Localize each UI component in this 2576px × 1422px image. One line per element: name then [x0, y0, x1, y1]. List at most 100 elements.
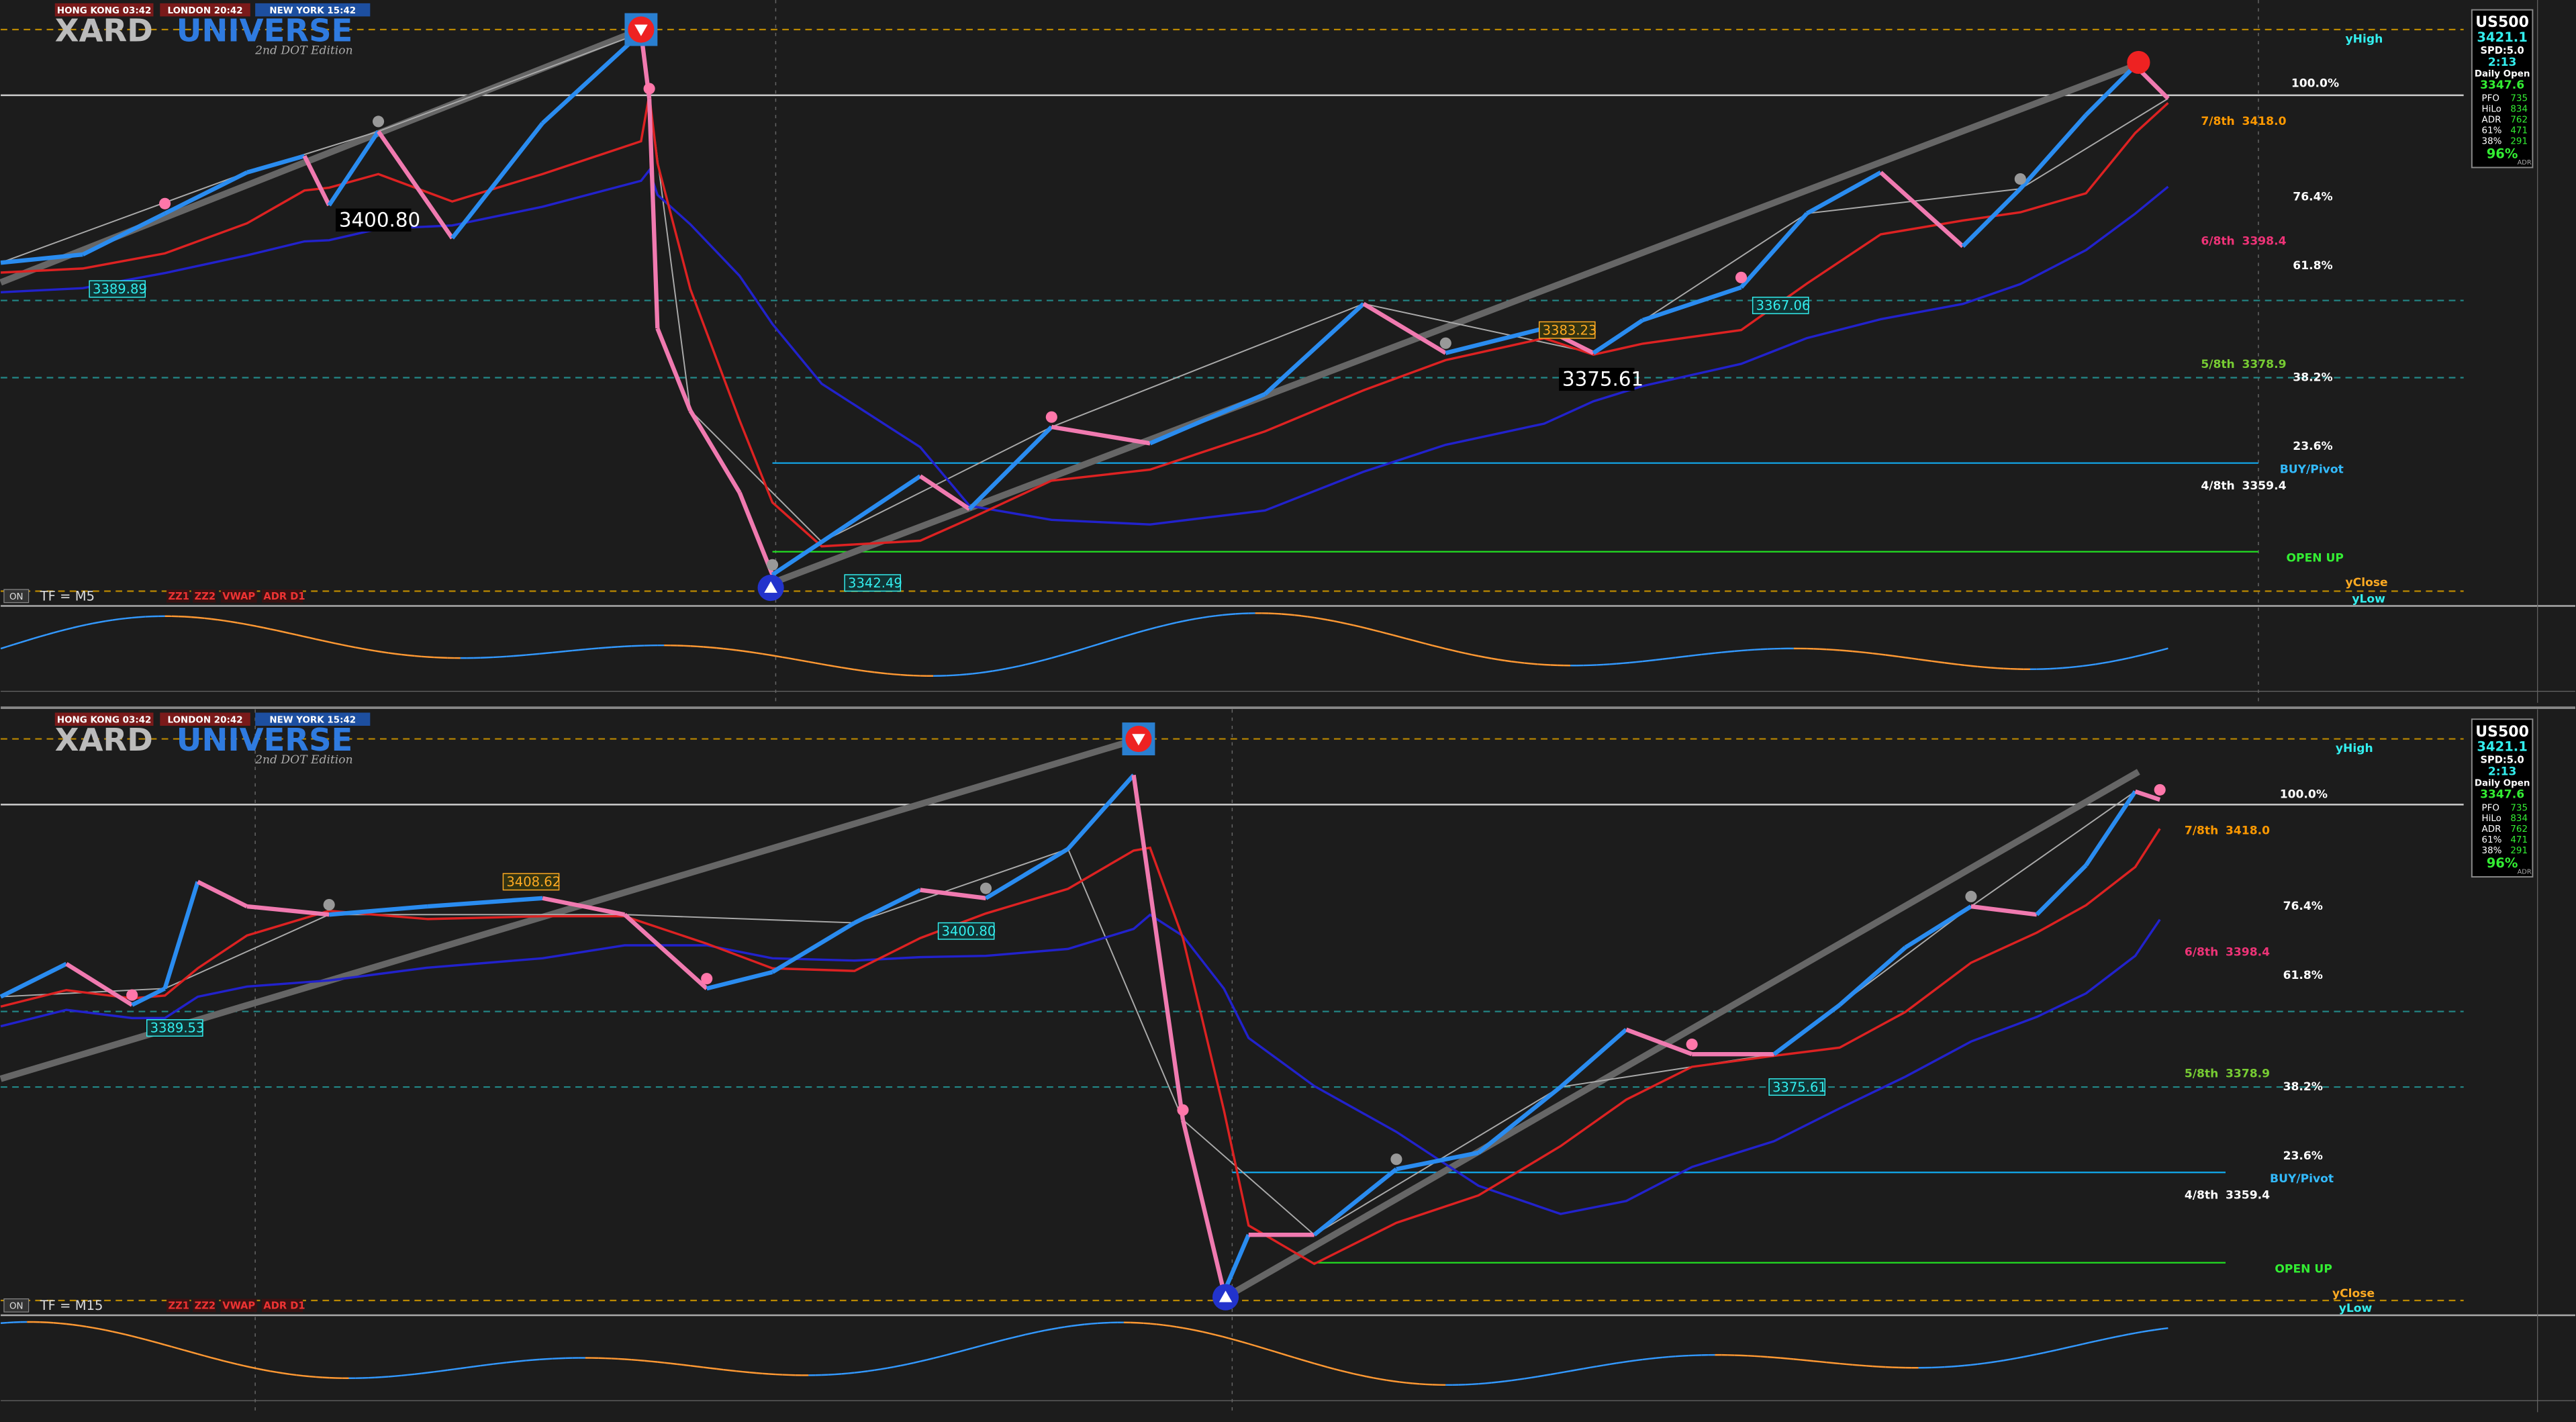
oscillator-segment	[236, 1363, 244, 1367]
oscillator-segment	[512, 1360, 520, 1363]
oscillator-segment	[1635, 660, 1643, 663]
price-segment	[706, 969, 773, 991]
oscillator-segment	[1984, 1362, 1991, 1364]
price-segment	[1180, 1119, 1227, 1293]
level-label: 23.6%	[2283, 1149, 2323, 1163]
zigzag-dot	[1965, 890, 1977, 902]
price-segment	[647, 98, 660, 329]
level-label: 100.0%	[2291, 77, 2339, 91]
price-segment	[1904, 904, 1972, 949]
oscillator-segment	[1649, 659, 1656, 662]
oscillator-segment	[1748, 649, 1755, 651]
on-toggle[interactable]	[3, 589, 30, 604]
indicator-button[interactable]	[261, 589, 303, 603]
oscillator-segment	[118, 1332, 126, 1335]
indicator-button[interactable]	[166, 589, 190, 603]
oscillator-segment	[1938, 661, 1945, 664]
oscillator-segment	[749, 651, 757, 654]
info-row-value: 762	[2510, 824, 2528, 835]
oscillator-segment	[1012, 1335, 1019, 1339]
price-segment	[1147, 890, 1186, 1121]
session-label: NEW YORK 15:42	[269, 6, 356, 16]
zigzag-line	[0, 32, 2168, 543]
price-segment	[984, 847, 1069, 900]
oscillator-segment	[1478, 655, 1486, 659]
indicator-button[interactable]	[220, 589, 257, 603]
on-label: ON	[9, 592, 23, 602]
level-label: 3418.0	[2226, 824, 2270, 838]
oscillator-segment	[144, 1338, 152, 1342]
oscillator-segment	[1215, 1334, 1223, 1337]
signal-arrow	[634, 24, 648, 36]
oscillator-segment	[13, 641, 21, 646]
oscillator-segment	[696, 1366, 704, 1368]
oscillator-segment	[1570, 1369, 1578, 1372]
indicator-label: ZZ1	[169, 591, 189, 602]
oscillator-segment	[447, 1368, 455, 1371]
oscillator-segment	[506, 655, 514, 658]
indicator-button[interactable]	[193, 1298, 216, 1313]
oscillator-segment	[2062, 1346, 2070, 1349]
oscillator-segment	[1143, 628, 1151, 632]
info-text: SPD:5.0	[2480, 45, 2524, 56]
price-segment	[164, 170, 248, 216]
oscillator-segment	[1353, 624, 1361, 628]
level-label: 100.0%	[2280, 788, 2328, 802]
info-footer: ADR	[2518, 159, 2532, 167]
indicator-button[interactable]	[166, 1298, 190, 1313]
oscillator-segment	[1484, 1382, 1492, 1384]
oscillator-segment	[2115, 659, 2123, 662]
level-label: 3398.4	[2226, 946, 2270, 959]
price-segment	[1739, 211, 1809, 289]
oscillator-segment	[322, 640, 330, 643]
oscillator-segment	[158, 1342, 165, 1346]
oscillator-segment	[953, 1350, 960, 1354]
oscillator-segment	[1970, 665, 1978, 668]
oscillator-segment	[552, 651, 559, 654]
level-label: 76.4%	[2293, 190, 2332, 203]
oscillator-segment	[2036, 1352, 2044, 1356]
oscillator-segment	[283, 630, 290, 634]
oscillator-segment	[1878, 653, 1886, 656]
edition: 2nd DOT Edition	[254, 44, 352, 57]
oscillator-segment	[814, 662, 822, 665]
oscillator-segment	[1892, 655, 1899, 658]
oscillator-segment	[2141, 653, 2149, 656]
oscillator-segment	[1018, 1333, 1026, 1337]
oscillator-segment	[1517, 1378, 1525, 1381]
price-segment	[327, 130, 381, 207]
oscillator-segment	[663, 1362, 671, 1364]
indicator-button[interactable]	[193, 589, 216, 603]
oscillator-segment	[59, 1322, 66, 1325]
oscillator-segment	[1616, 662, 1623, 665]
info-box	[2471, 9, 2534, 169]
ma-fast	[0, 828, 2161, 1266]
indicator-button[interactable]	[220, 1298, 257, 1313]
oscillator-segment	[1149, 1323, 1157, 1325]
oscillator-segment	[1465, 652, 1472, 656]
info-text: 96%	[2487, 146, 2518, 161]
on-toggle[interactable]	[3, 1298, 30, 1313]
oscillator-segment	[1321, 618, 1328, 621]
oscillator-segment	[729, 648, 736, 651]
oscillator-segment	[1215, 614, 1223, 617]
oscillator-segment	[1045, 1328, 1052, 1331]
oscillator-segment	[250, 1366, 257, 1370]
oscillator-segment	[1353, 1372, 1361, 1376]
oscillator-segment	[1182, 1327, 1190, 1330]
oscillator-segment	[66, 626, 73, 630]
price-segment	[2018, 113, 2088, 191]
price-segment	[1805, 171, 1882, 216]
oscillator-segment	[1057, 653, 1065, 657]
oscillator-segment	[1826, 649, 1833, 651]
oscillator-segment	[841, 666, 849, 669]
price-segment	[246, 904, 330, 917]
indicator-button[interactable]	[261, 1298, 303, 1313]
oscillator-segment	[1116, 635, 1125, 640]
level-label: 4/8th	[2201, 479, 2234, 493]
price-segment	[65, 961, 134, 1007]
oscillator-segment	[224, 1360, 231, 1364]
oscillator-segment	[1386, 1379, 1394, 1382]
oscillator-segment	[1793, 1358, 1801, 1361]
oscillator-segment	[1944, 1366, 1952, 1368]
